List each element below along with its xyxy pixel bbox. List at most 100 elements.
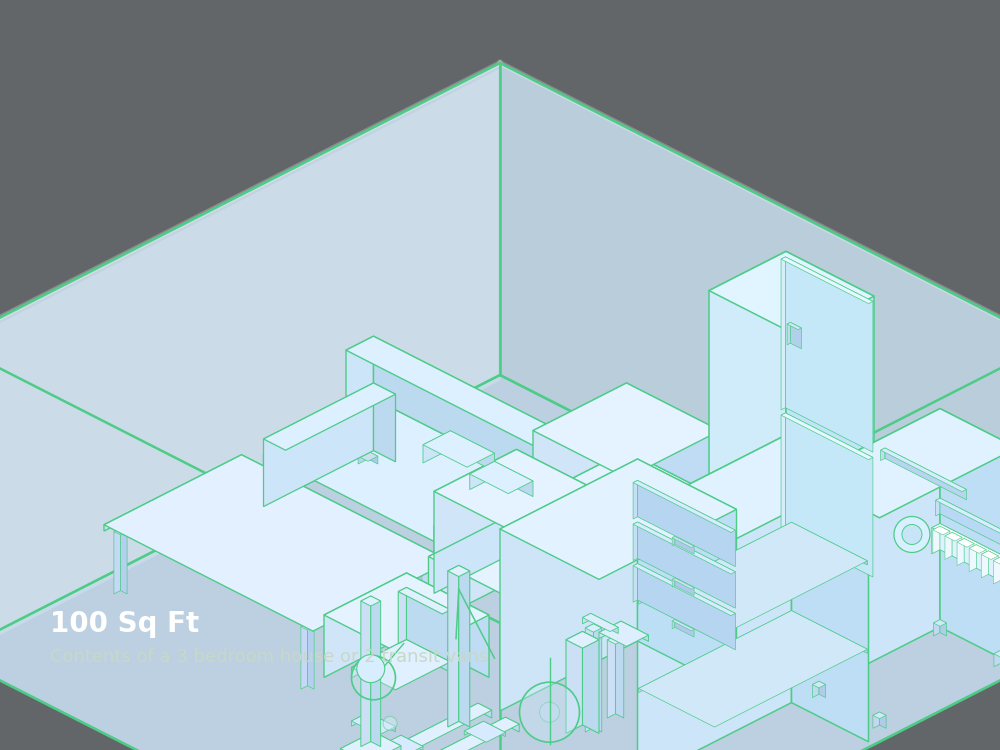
Polygon shape — [638, 459, 736, 692]
Polygon shape — [358, 452, 368, 464]
Polygon shape — [406, 717, 506, 750]
Polygon shape — [812, 681, 819, 698]
Polygon shape — [940, 524, 1000, 588]
Polygon shape — [964, 538, 974, 567]
Polygon shape — [933, 620, 940, 636]
Polygon shape — [242, 466, 248, 532]
Polygon shape — [346, 336, 566, 448]
Polygon shape — [379, 704, 492, 750]
Polygon shape — [361, 596, 381, 606]
Polygon shape — [932, 524, 1000, 566]
Polygon shape — [398, 587, 406, 644]
Polygon shape — [582, 614, 591, 624]
Polygon shape — [368, 712, 396, 732]
Polygon shape — [434, 449, 516, 554]
Polygon shape — [544, 470, 566, 548]
Polygon shape — [626, 451, 726, 574]
Polygon shape — [264, 383, 374, 506]
Polygon shape — [340, 732, 374, 750]
Polygon shape — [523, 536, 543, 545]
Polygon shape — [406, 587, 450, 662]
Polygon shape — [374, 732, 401, 750]
Polygon shape — [121, 528, 127, 594]
Polygon shape — [881, 448, 966, 492]
Polygon shape — [626, 383, 720, 498]
Polygon shape — [104, 454, 242, 531]
Polygon shape — [976, 544, 986, 573]
Polygon shape — [802, 409, 940, 697]
Polygon shape — [374, 383, 396, 462]
Polygon shape — [533, 536, 543, 548]
Polygon shape — [638, 432, 792, 750]
Polygon shape — [445, 580, 455, 592]
Polygon shape — [819, 681, 826, 698]
Polygon shape — [523, 536, 533, 548]
Polygon shape — [428, 562, 435, 628]
Polygon shape — [873, 712, 886, 718]
Polygon shape — [675, 536, 694, 554]
Polygon shape — [599, 621, 621, 638]
Polygon shape — [484, 722, 506, 736]
Polygon shape — [368, 452, 378, 464]
Polygon shape — [582, 614, 618, 632]
Polygon shape — [709, 251, 786, 577]
Polygon shape — [936, 498, 1000, 538]
Polygon shape — [781, 257, 873, 304]
Polygon shape — [358, 452, 378, 461]
Polygon shape — [264, 383, 396, 450]
Polygon shape — [638, 522, 735, 608]
Polygon shape — [434, 449, 599, 533]
Polygon shape — [616, 636, 624, 718]
Polygon shape — [969, 544, 986, 554]
Polygon shape — [787, 322, 790, 345]
Polygon shape — [301, 623, 314, 630]
Polygon shape — [114, 528, 121, 594]
Polygon shape — [880, 712, 886, 728]
Polygon shape — [792, 522, 867, 565]
Polygon shape — [638, 480, 735, 566]
Polygon shape — [585, 624, 594, 732]
Polygon shape — [450, 430, 494, 472]
Polygon shape — [638, 432, 868, 550]
Polygon shape — [940, 498, 1000, 552]
Polygon shape — [0, 68, 500, 655]
Polygon shape — [494, 461, 533, 496]
Polygon shape — [933, 526, 940, 554]
Polygon shape — [428, 512, 604, 602]
Polygon shape — [802, 442, 968, 526]
Polygon shape — [933, 526, 950, 535]
Polygon shape — [994, 650, 1000, 657]
Circle shape — [540, 702, 560, 722]
Polygon shape — [633, 563, 638, 602]
Polygon shape — [599, 621, 648, 646]
Polygon shape — [382, 735, 423, 750]
Polygon shape — [401, 735, 423, 750]
Polygon shape — [374, 336, 566, 496]
Polygon shape — [566, 632, 599, 648]
Polygon shape — [672, 620, 675, 628]
Polygon shape — [785, 413, 873, 577]
Polygon shape — [633, 480, 735, 532]
Text: 100 Sq Ft: 100 Sq Ft — [50, 610, 199, 638]
Polygon shape — [470, 461, 533, 494]
Polygon shape — [781, 413, 873, 460]
Polygon shape — [585, 624, 602, 632]
Polygon shape — [114, 528, 127, 535]
Polygon shape — [709, 251, 874, 335]
Circle shape — [352, 656, 396, 700]
Polygon shape — [500, 459, 638, 711]
Polygon shape — [0, 63, 500, 655]
Polygon shape — [406, 717, 519, 750]
Polygon shape — [792, 610, 867, 653]
Polygon shape — [582, 632, 599, 734]
Polygon shape — [528, 451, 626, 574]
Polygon shape — [940, 620, 947, 636]
Polygon shape — [371, 596, 381, 747]
Polygon shape — [936, 498, 940, 516]
Polygon shape — [881, 448, 885, 460]
Polygon shape — [812, 681, 826, 688]
Polygon shape — [0, 375, 1000, 750]
Polygon shape — [957, 538, 974, 548]
Polygon shape — [242, 454, 450, 568]
Polygon shape — [672, 620, 694, 631]
